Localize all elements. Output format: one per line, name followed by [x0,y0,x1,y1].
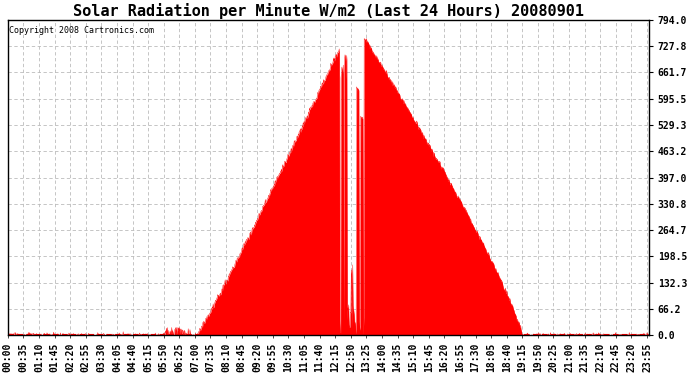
Text: Copyright 2008 Cartronics.com: Copyright 2008 Cartronics.com [9,26,154,35]
Title: Solar Radiation per Minute W/m2 (Last 24 Hours) 20080901: Solar Radiation per Minute W/m2 (Last 24… [73,3,584,19]
